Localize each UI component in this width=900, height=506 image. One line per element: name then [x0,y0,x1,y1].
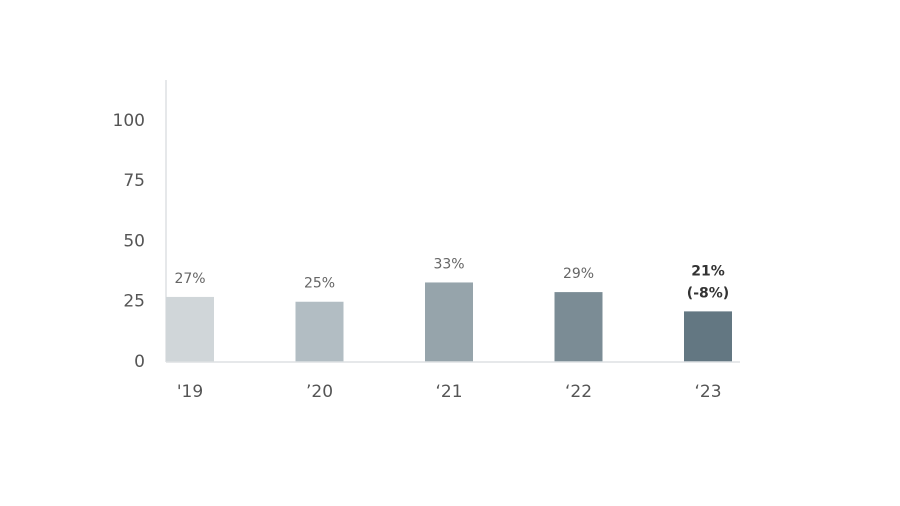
y-tick-label: 75 [123,171,145,191]
bar [295,301,344,362]
x-tick-label: ‘23 [694,382,721,402]
annotation: (-8%) [687,285,729,301]
value-label: 29% [563,266,594,282]
y-tick-label: 100 [113,111,145,131]
value-label: 25% [304,276,335,292]
value-label: 21% [691,263,725,279]
x-tick-label: ‘22 [565,382,592,402]
value-label: 27% [174,271,205,287]
x-tick-label: ‘21 [435,382,462,402]
bar [684,311,732,362]
y-tick-label: 25 [123,292,145,312]
value-label: 33% [433,256,464,272]
x-tick-label: '19 [177,382,203,402]
bar [166,296,214,362]
bar [425,282,473,362]
y-tick-label: 50 [123,231,145,251]
bar [554,292,603,362]
x-tick-label: ’20 [306,382,333,402]
y-tick-label: 0 [134,352,145,372]
